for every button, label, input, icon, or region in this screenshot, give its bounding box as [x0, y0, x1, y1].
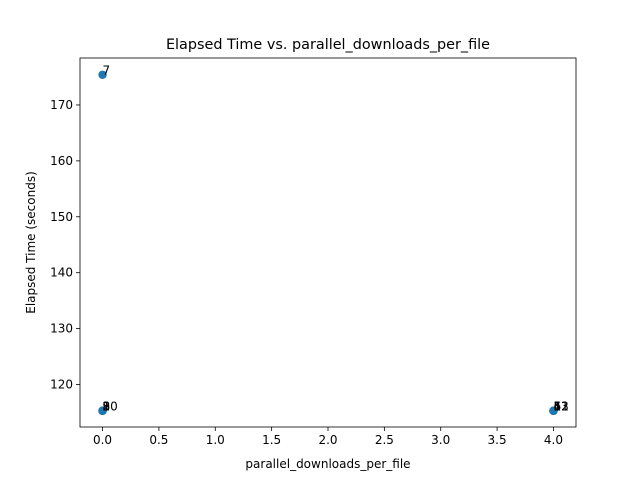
data-point-label: 7: [103, 63, 111, 77]
x-tick-label: 2.5: [375, 433, 394, 447]
y-tick-label: 130: [50, 322, 73, 336]
data-point-label: 1: [103, 399, 111, 413]
data-point-label: 5: [553, 399, 561, 413]
data-point-label: 8: [103, 399, 111, 413]
data-point-label: 3: [103, 399, 111, 413]
data-point-label: 6: [553, 399, 561, 413]
y-tick-label: 170: [50, 98, 73, 112]
data-point-label: 9: [103, 399, 111, 413]
data-point-label: 12: [553, 399, 568, 413]
x-axis-label: parallel_downloads_per_file: [245, 457, 410, 471]
data-point: [549, 406, 558, 415]
x-tick-label: 3.0: [431, 433, 450, 447]
chart-title: Elapsed Time vs. parallel_downloads_per_…: [166, 37, 490, 53]
data-point-label: 4: [553, 399, 561, 413]
x-tick-label: 1.0: [206, 433, 225, 447]
x-tick-label: 4.0: [544, 433, 563, 447]
y-tick-label: 160: [50, 154, 73, 168]
data-point-label: 13: [553, 399, 568, 413]
y-tick-label: 150: [50, 210, 73, 224]
y-tick-label: 140: [50, 266, 73, 280]
points-layer: [98, 70, 558, 415]
plot-area: [80, 58, 576, 427]
data-point: [98, 70, 107, 79]
x-tick-label: 2.0: [318, 433, 337, 447]
x-tick-label: 3.5: [488, 433, 507, 447]
y-axis-ticks: 120 130 140 150 160 170: [50, 98, 80, 392]
x-tick-label: 0.0: [93, 433, 112, 447]
x-tick-label: 0.5: [149, 433, 168, 447]
y-tick-label: 120: [50, 378, 73, 392]
y-axis-label: Elapsed Time (seconds): [24, 171, 38, 314]
x-tick-label: 1.5: [262, 433, 281, 447]
data-point-label: 10: [103, 399, 118, 413]
data-point-label: 2: [103, 399, 111, 413]
data-point-label: 11: [553, 399, 568, 413]
data-point: [98, 406, 107, 415]
x-axis-ticks: 0.0 0.5 1.0 1.5 2.0 2.5 3.0 3.5 4.0: [93, 427, 563, 447]
